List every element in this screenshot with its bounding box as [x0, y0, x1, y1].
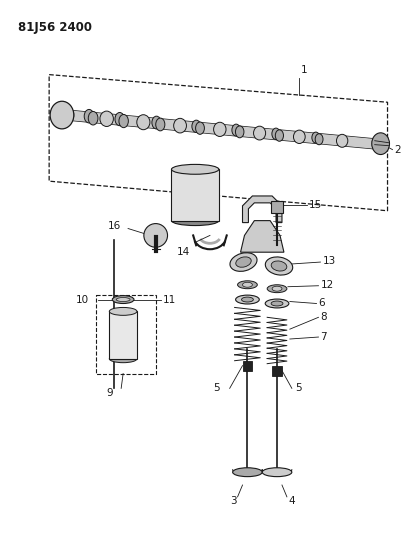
- Ellipse shape: [312, 132, 320, 143]
- Text: 4: 4: [289, 496, 296, 506]
- Text: 8: 8: [320, 312, 327, 322]
- Ellipse shape: [272, 286, 282, 291]
- Ellipse shape: [60, 107, 74, 123]
- Bar: [271, 201, 283, 213]
- Text: 5: 5: [213, 383, 220, 393]
- Ellipse shape: [265, 299, 289, 308]
- Text: 11: 11: [163, 295, 176, 304]
- Polygon shape: [240, 221, 284, 252]
- Text: 5: 5: [295, 383, 301, 393]
- Ellipse shape: [230, 253, 257, 271]
- Ellipse shape: [337, 134, 348, 147]
- Ellipse shape: [294, 130, 305, 143]
- Ellipse shape: [50, 101, 74, 129]
- Ellipse shape: [116, 297, 130, 302]
- Text: 9: 9: [106, 388, 113, 398]
- Ellipse shape: [152, 116, 161, 129]
- Ellipse shape: [262, 468, 292, 477]
- Ellipse shape: [88, 111, 98, 125]
- Ellipse shape: [242, 297, 253, 302]
- Text: 1: 1: [301, 64, 307, 75]
- Text: 12: 12: [320, 280, 334, 290]
- Ellipse shape: [272, 128, 280, 140]
- Text: 6: 6: [318, 298, 325, 309]
- Polygon shape: [67, 110, 373, 149]
- Ellipse shape: [267, 285, 287, 293]
- Ellipse shape: [236, 257, 251, 267]
- Ellipse shape: [265, 257, 293, 275]
- Ellipse shape: [156, 118, 165, 131]
- Ellipse shape: [112, 296, 134, 303]
- Ellipse shape: [275, 130, 283, 141]
- Bar: [109, 311, 137, 359]
- Ellipse shape: [171, 216, 219, 225]
- Text: 15: 15: [309, 200, 322, 210]
- Ellipse shape: [271, 301, 283, 306]
- Ellipse shape: [119, 115, 128, 128]
- Ellipse shape: [233, 468, 262, 477]
- Ellipse shape: [242, 282, 252, 287]
- Bar: [272, 366, 282, 376]
- Ellipse shape: [196, 122, 204, 134]
- Ellipse shape: [214, 122, 226, 136]
- Ellipse shape: [173, 118, 186, 133]
- Ellipse shape: [254, 126, 266, 140]
- Ellipse shape: [144, 223, 168, 247]
- Text: 3: 3: [230, 496, 236, 506]
- Ellipse shape: [192, 120, 201, 133]
- Ellipse shape: [232, 124, 240, 136]
- Ellipse shape: [315, 134, 323, 145]
- Ellipse shape: [109, 308, 137, 316]
- Ellipse shape: [115, 112, 124, 126]
- Text: 13: 13: [323, 256, 336, 266]
- Ellipse shape: [109, 355, 137, 362]
- Ellipse shape: [84, 109, 94, 123]
- Ellipse shape: [237, 281, 257, 289]
- Ellipse shape: [372, 133, 389, 155]
- Bar: [97, 295, 156, 374]
- Text: 7: 7: [320, 332, 327, 342]
- Ellipse shape: [235, 295, 259, 304]
- Text: 10: 10: [76, 295, 89, 304]
- Ellipse shape: [235, 126, 244, 138]
- Text: 16: 16: [108, 221, 121, 231]
- Ellipse shape: [137, 115, 150, 130]
- Text: 81J56 2400: 81J56 2400: [18, 21, 92, 34]
- Text: 14: 14: [177, 247, 190, 257]
- Bar: [171, 169, 219, 221]
- Polygon shape: [242, 196, 282, 223]
- Ellipse shape: [100, 111, 114, 126]
- Bar: [242, 361, 252, 370]
- Ellipse shape: [171, 164, 219, 174]
- Ellipse shape: [271, 261, 287, 271]
- Text: 2: 2: [394, 144, 401, 155]
